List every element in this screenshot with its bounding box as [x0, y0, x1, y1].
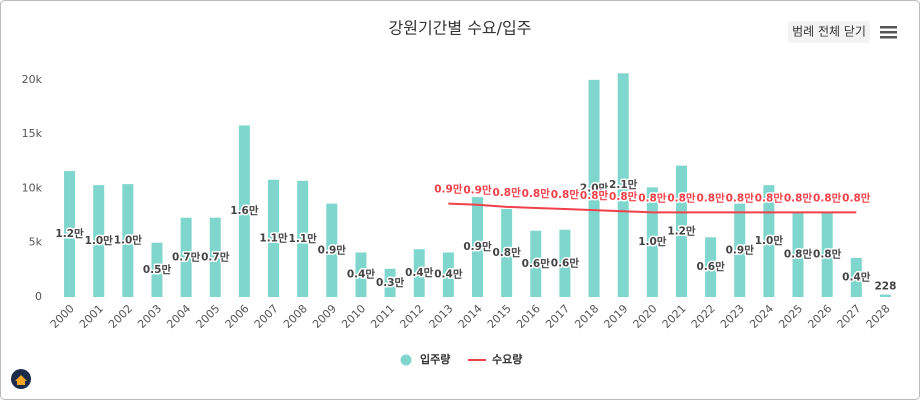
bar-label: 0.7만 — [201, 250, 230, 263]
legend-toggle[interactable] — [788, 21, 870, 43]
y-tick-label: 0 — [35, 290, 42, 303]
line-label: 0.8만 — [580, 189, 609, 202]
bar — [792, 212, 804, 297]
bar — [122, 184, 134, 297]
bar — [530, 230, 542, 297]
line-label: 0.8만 — [551, 188, 580, 201]
bar — [588, 79, 600, 297]
bar — [355, 252, 367, 297]
line-label: 0.9만 — [463, 184, 492, 197]
bar-label: 0.6만 — [522, 257, 551, 270]
bar — [617, 73, 629, 297]
y-tick-label: 10k — [22, 181, 43, 194]
bar — [763, 185, 775, 297]
legend-label: 입주량 — [420, 353, 450, 366]
logo-house — [15, 375, 27, 385]
bar — [326, 203, 338, 297]
bar-label: 0.6만 — [551, 256, 580, 269]
line-label: 0.8만 — [493, 186, 522, 199]
bar — [268, 179, 280, 297]
line-label: 0.8만 — [842, 191, 871, 204]
bar-label: 0.6만 — [696, 260, 725, 273]
line-label: 0.8만 — [813, 191, 842, 204]
bar-label: 1.2만 — [55, 227, 84, 240]
bar-label: 0.8만 — [784, 248, 813, 261]
bar-label: 0.3만 — [376, 276, 405, 289]
bar-label: 228 — [874, 281, 896, 293]
bar-label: 0.4만 — [434, 268, 463, 281]
menu-icon[interactable] — [880, 26, 897, 39]
bar — [209, 217, 221, 297]
bar — [646, 187, 658, 297]
line-label: 0.8만 — [696, 191, 725, 204]
bar — [442, 252, 454, 297]
line-label: 0.8만 — [522, 187, 551, 200]
bar — [559, 229, 571, 297]
bar — [413, 249, 425, 297]
bar-label: 1.0만 — [85, 234, 114, 247]
bar — [151, 242, 163, 297]
line-label: 0.8만 — [638, 191, 667, 204]
legend-label: 수요량 — [492, 353, 522, 366]
bar-label: 2.0만 — [580, 181, 609, 194]
bar-label: 2.1만 — [609, 178, 638, 191]
bar-label: 1.0만 — [638, 235, 667, 248]
bar-label: 0.8만 — [813, 248, 842, 261]
bar-label: 0.5만 — [143, 263, 172, 276]
chart-title: 강원기간별 수요/입주 — [389, 19, 532, 38]
bar-label: 0.8만 — [493, 246, 522, 259]
legend-toggle-label[interactable]: 범례 전체 닫기 — [792, 25, 866, 39]
bar-label: 0.7만 — [172, 250, 201, 263]
bar-label: 0.4만 — [347, 268, 376, 281]
line-label: 0.8만 — [755, 191, 784, 204]
bar — [705, 237, 717, 297]
bar — [384, 268, 396, 297]
y-tick-label: 15k — [22, 127, 43, 140]
line-label: 0.8만 — [784, 191, 813, 204]
line-label: 0.9만 — [434, 183, 463, 196]
bar-label: 0.9만 — [463, 240, 492, 253]
bar-label: 1.6만 — [230, 204, 259, 217]
bar — [180, 217, 192, 297]
bar-label: 1.1만 — [259, 231, 288, 244]
bar — [93, 185, 105, 297]
bar-label: 0.4만 — [842, 270, 871, 283]
y-tick-label: 5k — [29, 236, 43, 249]
bar — [850, 257, 862, 297]
bar-label: 1.2만 — [667, 224, 696, 237]
bar-label: 1.1만 — [289, 232, 318, 245]
bar — [675, 165, 687, 297]
bar-label: 0.4만 — [405, 266, 434, 279]
bar — [64, 171, 76, 297]
line-label: 0.8만 — [609, 190, 638, 203]
bar — [501, 209, 513, 297]
bar — [879, 294, 891, 297]
bar — [734, 203, 746, 297]
bar — [238, 125, 250, 297]
line-label: 0.8만 — [667, 191, 696, 204]
legend-swatch — [400, 354, 412, 366]
line — [448, 202, 857, 214]
bar-label: 0.9만 — [318, 243, 347, 256]
bar-label: 1.0만 — [114, 234, 143, 247]
bar — [472, 197, 483, 297]
bar — [297, 180, 309, 297]
bar — [821, 212, 833, 297]
bar-label: 0.9만 — [726, 243, 755, 256]
line-label: 0.8만 — [726, 191, 755, 204]
bar-label: 1.0만 — [755, 234, 784, 247]
y-tick-label: 20k — [22, 73, 43, 86]
